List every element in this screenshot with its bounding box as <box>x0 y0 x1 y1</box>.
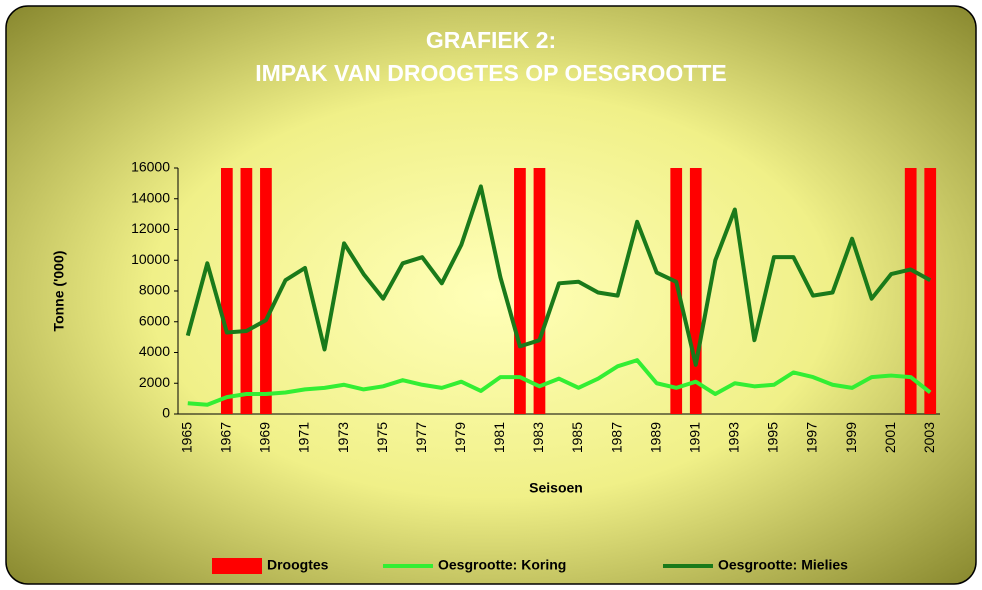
y-axis-label: Tonne ('000) <box>51 251 67 332</box>
legend-swatch <box>212 558 262 574</box>
y-tick-label: 14000 <box>131 189 170 205</box>
y-tick-label: 10000 <box>131 251 170 267</box>
x-tick-label: 1987 <box>608 422 624 453</box>
x-tick-label: 1975 <box>374 422 390 453</box>
x-tick-label: 1981 <box>491 422 507 453</box>
y-tick-label: 8000 <box>139 282 170 298</box>
x-tick-label: 1965 <box>178 422 194 453</box>
bar <box>533 168 546 414</box>
y-tick-label: 4000 <box>139 343 170 359</box>
x-tick-label: 1969 <box>257 422 273 453</box>
bar <box>904 168 917 414</box>
x-tick-label: 1983 <box>530 422 546 453</box>
background <box>5 5 977 585</box>
x-tick-label: 1979 <box>452 422 468 453</box>
x-tick-label: 1977 <box>413 422 429 453</box>
bar <box>670 168 683 414</box>
y-tick-label: 6000 <box>139 312 170 328</box>
x-tick-label: 1989 <box>647 422 663 453</box>
bar <box>220 168 233 414</box>
legend-label: Oesgrootte: Koring <box>438 557 566 573</box>
legend-label: Droogtes <box>267 557 329 573</box>
bar <box>514 168 526 414</box>
bar <box>924 168 937 414</box>
bar <box>240 168 253 414</box>
x-tick-label: 1997 <box>804 422 820 453</box>
x-tick-label: 1967 <box>218 422 234 453</box>
x-tick-label: 1993 <box>726 422 742 453</box>
x-tick-label: 1999 <box>843 422 859 453</box>
y-tick-label: 2000 <box>139 374 170 390</box>
bar <box>689 168 702 414</box>
y-tick-label: 12000 <box>131 220 170 236</box>
x-axis-label: Seisoen <box>529 480 583 496</box>
y-tick-label: 16000 <box>131 159 170 175</box>
x-tick-label: 1991 <box>686 422 702 453</box>
line <box>185 184 932 367</box>
chart-title: GRAFIEK 2: <box>426 27 556 53</box>
y-tick-label: 0 <box>162 405 170 421</box>
bar <box>260 168 272 414</box>
x-tick-label: 1985 <box>569 422 585 453</box>
x-tick-label: 1971 <box>296 422 312 453</box>
x-tick-label: 2001 <box>882 422 898 453</box>
x-tick-label: 1995 <box>765 422 781 453</box>
line <box>187 358 932 407</box>
x-tick-label: 1973 <box>335 422 351 453</box>
legend-label: Oesgrootte: Mielies <box>718 557 848 573</box>
x-tick-label: 2003 <box>921 422 937 453</box>
chart-title: IMPAK VAN DROOGTES OP OESGROOTTE <box>255 60 727 86</box>
